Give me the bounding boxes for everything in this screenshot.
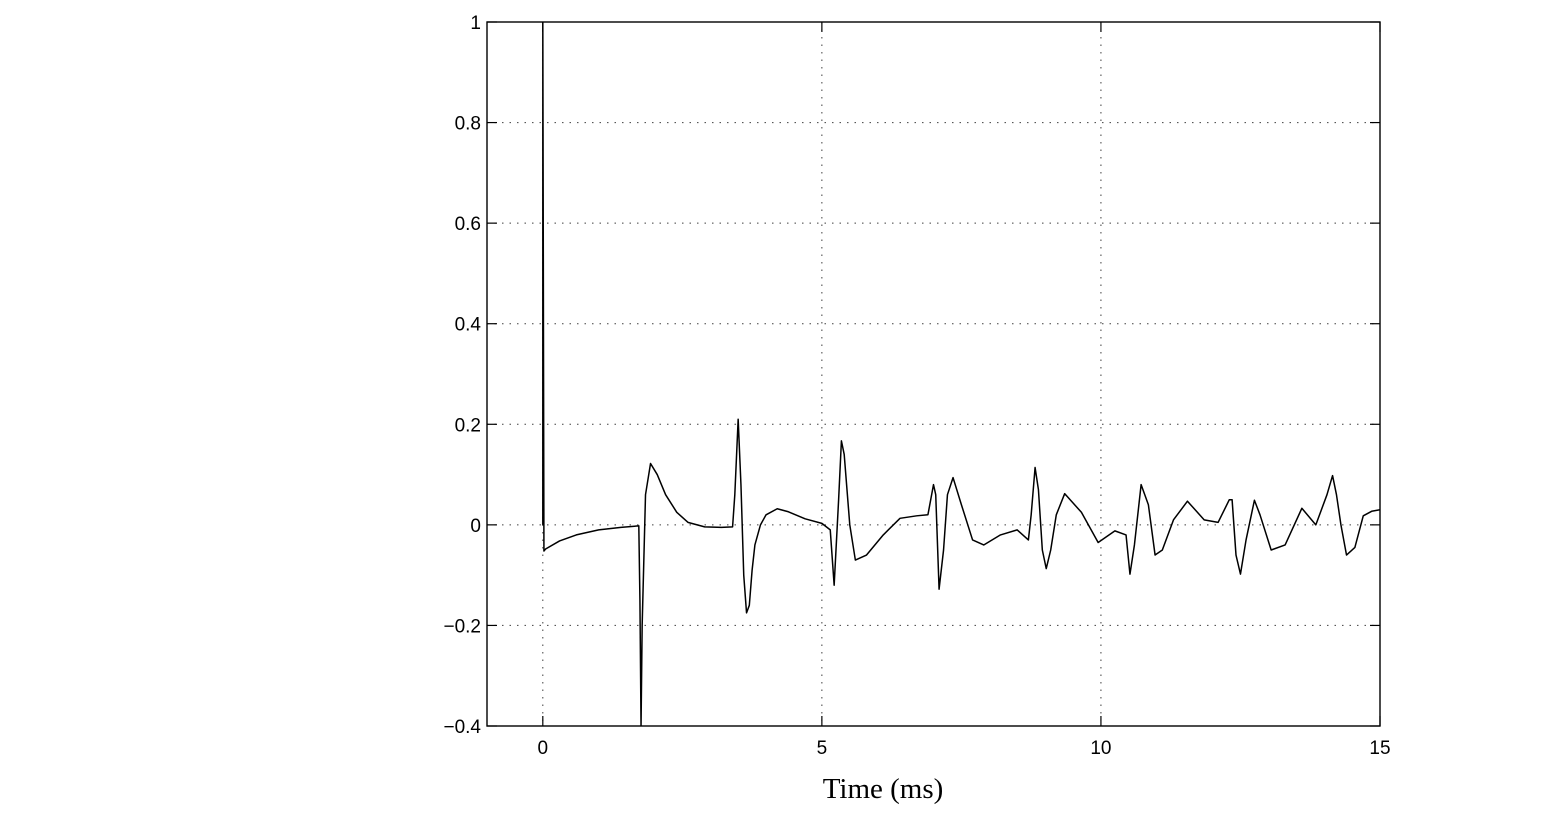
series-line xyxy=(542,22,1380,726)
plot-frame xyxy=(486,21,1381,727)
x-tick-label: 15 xyxy=(1369,738,1390,759)
y-tick-labels: 1 0.8 0.6 0.4 0.2 0 −0.2 −0.4 xyxy=(443,13,481,738)
x-tick-label: 10 xyxy=(1090,738,1111,759)
x-tick-label: 5 xyxy=(817,738,828,759)
y-tick-label: 1 xyxy=(470,13,481,34)
y-tick-label: 0.2 xyxy=(455,415,481,436)
x-tick-label: 0 xyxy=(538,738,549,759)
y-tick-label: 0 xyxy=(470,516,481,537)
x-tick-labels: 0 5 10 15 xyxy=(538,738,1391,759)
axis-ticks xyxy=(487,21,1381,727)
y-tick-label: −0.4 xyxy=(443,717,481,738)
y-tick-label: 0.8 xyxy=(455,114,481,135)
grid-lines xyxy=(487,22,1380,726)
y-tick-label: 0.4 xyxy=(455,315,482,336)
y-tick-label: −0.2 xyxy=(443,616,481,637)
series-layer xyxy=(542,22,1380,726)
y-tick-label: 0.6 xyxy=(455,214,481,235)
x-axis-label: Time (ms) xyxy=(823,773,944,805)
